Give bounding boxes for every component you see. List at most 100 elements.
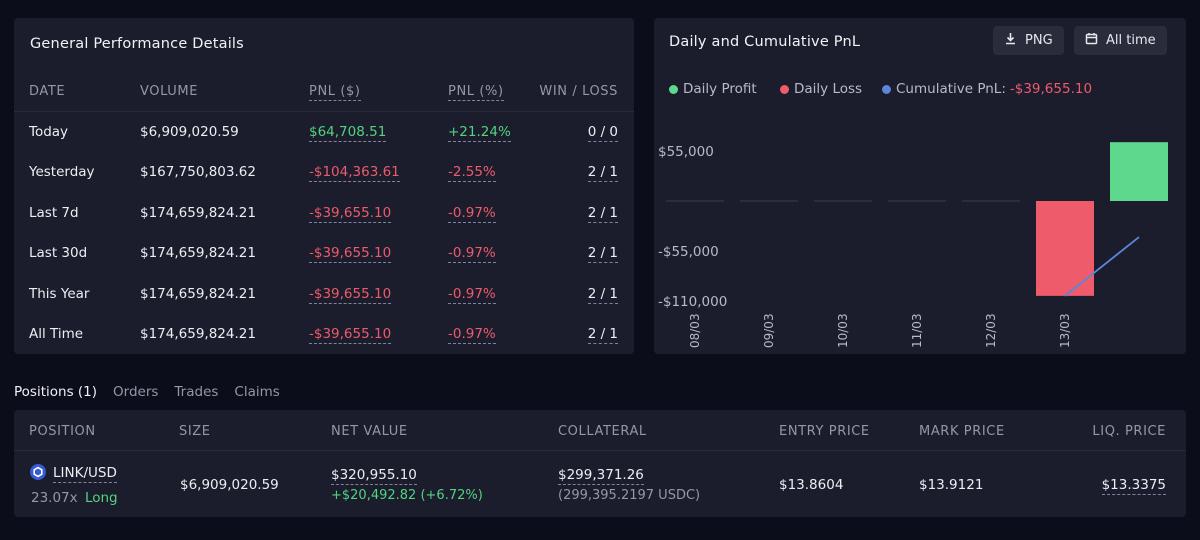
row-pnl-pct[interactable]: -0.97% (448, 326, 496, 344)
cumulative-pnl-line (1064, 236, 1140, 297)
row-date: Yesterday (29, 164, 95, 180)
row-date: Last 30d (29, 245, 88, 261)
header-divider (14, 111, 634, 112)
position-collateral[interactable]: $299,371.26 (558, 467, 644, 485)
pnl-pct-header-label: PNL (%) (448, 84, 504, 101)
x-tick-label: 11/03 (910, 313, 924, 348)
row-pnl-pct[interactable]: +21.24% (448, 124, 511, 142)
row-pnl-usd[interactable]: -$39,655.10 (309, 245, 392, 263)
row-win-loss-value: 2 / 1 (587, 326, 618, 344)
net-value-amount: $320,955.10 (331, 467, 417, 485)
y-tick-label: $55,000 (658, 144, 714, 160)
col-position-header: POSITION (29, 424, 96, 439)
tab-trades[interactable]: Trades (174, 384, 219, 400)
legend-loss-swatch (780, 84, 789, 94)
legend-cumulative-value: -$39,655.10 (1009, 81, 1093, 97)
pnl-chart-panel: Daily and Cumulative PnL PNG All time Da… (654, 18, 1186, 354)
tab-orders[interactable]: Orders (113, 384, 159, 400)
time-range-button[interactable]: All time (1074, 26, 1167, 55)
row-pnl-pct[interactable]: -0.97% (448, 205, 496, 223)
col-pnl-usd-header[interactable]: PNL ($) (309, 84, 361, 101)
legend-profit-swatch (669, 84, 678, 94)
profit-bar (1110, 142, 1168, 201)
col-pnl-pct-header[interactable]: PNL (%) (448, 84, 504, 101)
row-volume: $167,750,803.62 (140, 164, 256, 180)
col-win-loss-header: WIN / LOSS (539, 84, 618, 99)
position-collateral-token: (299,395.2197 USDC) (558, 488, 701, 503)
row-pnl-usd-value: -$39,655.10 (309, 286, 392, 304)
row-pnl-usd[interactable]: -$39,655.10 (309, 205, 392, 223)
row-pnl-pct[interactable]: -2.55% (448, 164, 496, 182)
col-mark-price-header: MARK PRICE (919, 424, 1005, 439)
collateral-amount: $299,371.26 (558, 467, 644, 485)
calendar-icon (1085, 32, 1098, 49)
tab-positions[interactable]: Positions (1) (14, 384, 98, 400)
row-pnl-usd[interactable]: -$39,655.10 (309, 286, 392, 304)
row-pnl-pct[interactable]: -0.97% (448, 286, 496, 304)
row-pnl-pct-value: -0.97% (448, 286, 496, 304)
pnl-chart[interactable]: $55,000 -$55,000 -$110,000 08/03 09/03 10/03 1… (654, 18, 1186, 354)
row-pnl-usd-value: -$39,655.10 (309, 245, 392, 263)
col-liq-price-header: LIQ. PRICE (1092, 424, 1166, 439)
liq-price-amount: $13.3375 (1101, 477, 1166, 495)
legend-cumulative-label: Cumulative PnL: (896, 81, 1006, 97)
positions-header-divider (14, 450, 1186, 451)
positions-tabs: Positions (1) Orders Trades Claims (14, 384, 280, 400)
pnl-usd-header-label: PNL ($) (309, 84, 361, 101)
col-collateral-header: COLLATERAL (558, 424, 647, 439)
legend-daily-profit[interactable]: Daily Profit (669, 81, 757, 97)
row-pnl-pct-value: -0.97% (448, 245, 496, 263)
row-win-loss[interactable]: 2 / 1 (587, 245, 618, 263)
row-win-loss-value: 0 / 0 (587, 124, 618, 142)
col-entry-price-header: ENTRY PRICE (779, 424, 870, 439)
row-pnl-pct[interactable]: -0.97% (448, 245, 496, 263)
performance-title: General Performance Details (30, 36, 244, 52)
legend-cumulative-swatch (882, 84, 891, 94)
chart-title: Daily and Cumulative PnL (669, 34, 861, 50)
positions-panel: POSITION SIZE NET VALUE COLLATERAL ENTRY… (14, 410, 1186, 517)
x-tick-label: 12/03 (984, 313, 998, 348)
legend-cumulative-pnl[interactable]: Cumulative PnL: -$39,655.10 (882, 81, 1092, 97)
row-date: Today (29, 124, 69, 140)
row-pnl-usd[interactable]: -$39,655.10 (309, 326, 392, 344)
col-date-header: DATE (29, 84, 66, 99)
row-win-loss-value: 2 / 1 (587, 286, 618, 304)
row-win-loss[interactable]: 2 / 1 (587, 286, 618, 304)
row-pnl-pct-value: -2.55% (448, 164, 496, 182)
row-pnl-usd[interactable]: $64,708.51 (309, 124, 387, 142)
png-export-label: PNG (1025, 33, 1053, 48)
performance-panel: General Performance Details DATE VOLUME … (14, 18, 634, 354)
row-date: This Year (29, 286, 90, 302)
png-export-button[interactable]: PNG (993, 26, 1064, 55)
position-market[interactable]: LINK/USD (30, 464, 117, 484)
zero-bar (666, 200, 724, 202)
row-win-loss-value: 2 / 1 (587, 164, 618, 182)
col-volume-header: VOLUME (140, 84, 199, 99)
legend-loss-label: Daily Loss (794, 81, 863, 97)
row-pnl-pct-value: -0.97% (448, 326, 496, 344)
tab-claims[interactable]: Claims (234, 384, 280, 400)
row-win-loss[interactable]: 2 / 1 (587, 205, 618, 223)
legend-profit-label: Daily Profit (683, 81, 757, 97)
row-win-loss[interactable]: 2 / 1 (587, 164, 618, 182)
row-volume: $174,659,824.21 (140, 286, 256, 302)
row-volume: $174,659,824.21 (140, 326, 256, 342)
row-win-loss[interactable]: 0 / 0 (587, 124, 618, 142)
row-pnl-usd-value: -$104,363.61 (309, 164, 400, 182)
col-net-value-header: NET VALUE (331, 424, 408, 439)
time-range-label: All time (1106, 33, 1156, 48)
row-date: Last 7d (29, 205, 79, 221)
x-tick-label: 08/03 (688, 313, 702, 348)
row-win-loss-value: 2 / 1 (587, 245, 618, 263)
position-leverage-side: 23.07x Long (31, 490, 118, 506)
position-net-value[interactable]: $320,955.10 (331, 467, 417, 485)
y-tick-label: -$110,000 (658, 294, 727, 310)
legend-daily-loss[interactable]: Daily Loss (780, 81, 862, 97)
zero-bar (814, 200, 872, 202)
position-net-value-change: +$20,492.82 (+6.72%) (331, 488, 483, 503)
position-liq-price[interactable]: $13.3375 (1101, 477, 1166, 495)
row-pnl-pct-value: -0.97% (448, 205, 496, 223)
row-volume: $174,659,824.21 (140, 245, 256, 261)
row-win-loss[interactable]: 2 / 1 (587, 326, 618, 344)
row-pnl-usd[interactable]: -$104,363.61 (309, 164, 400, 182)
